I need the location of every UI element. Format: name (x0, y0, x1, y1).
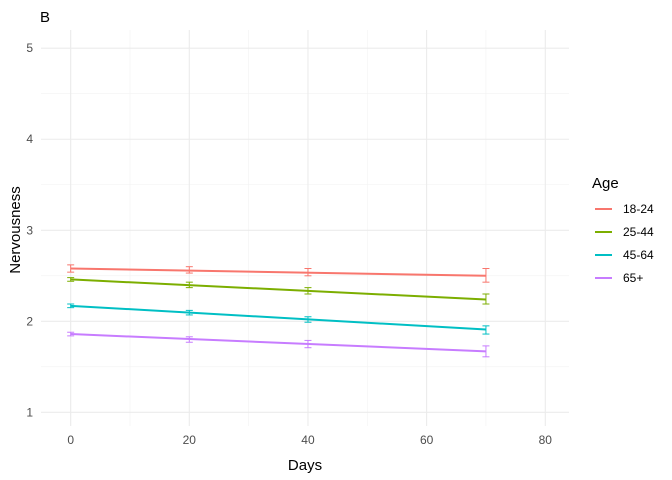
x-tick-label: 60 (420, 433, 434, 447)
error-bar (185, 336, 193, 343)
series-65+ (67, 331, 490, 358)
y-axis-title: Nervousness (7, 186, 24, 274)
x-tick-label: 0 (67, 433, 74, 447)
y-tick-label: 3 (26, 223, 33, 237)
x-axis-title: Days (288, 457, 322, 474)
error-bar (304, 339, 312, 349)
x-tick-label: 80 (539, 433, 553, 447)
y-tick-label: 1 (26, 405, 33, 419)
series-line (70, 267, 486, 277)
legend-title: Age (592, 175, 619, 192)
error-bar (304, 287, 312, 295)
y-tick-label: 5 (26, 41, 33, 55)
error-bar (185, 309, 193, 316)
series-45-64 (67, 303, 490, 335)
error-bar (185, 281, 193, 289)
error-bar (67, 264, 75, 273)
legend-item: 25-44 (595, 225, 654, 239)
legend-label: 45-64 (623, 248, 654, 262)
series-line (70, 304, 487, 331)
error-bar (304, 316, 312, 323)
series-line (70, 333, 486, 353)
x-axis-ticks: 0 20 40 60 80 (67, 433, 552, 447)
error-bar (67, 277, 75, 282)
legend-label: 65+ (623, 271, 643, 285)
legend: Age 18-24 25-44 45-64 65+ (592, 175, 654, 285)
legend-item: 45-64 (595, 248, 654, 262)
legend-label: 25-44 (623, 225, 654, 239)
error-bar (482, 268, 490, 283)
y-tick-label: 4 (26, 132, 33, 146)
legend-label: 18-24 (623, 202, 654, 216)
series-line (70, 278, 486, 301)
y-axis-ticks: 1 2 3 4 5 (26, 41, 33, 419)
plot-tag: B (40, 9, 50, 26)
legend-items: 18-24 25-44 45-64 65+ (595, 202, 654, 285)
error-bar (185, 266, 193, 274)
y-tick-label: 2 (26, 314, 33, 328)
x-tick-label: 20 (183, 433, 197, 447)
error-bar (67, 331, 75, 337)
x-tick-label: 40 (301, 433, 315, 447)
error-bar (482, 293, 490, 305)
series-18-24 (67, 264, 490, 283)
error-bar (482, 325, 490, 335)
error-bar (304, 268, 312, 277)
legend-item: 65+ (595, 271, 643, 285)
grid-minor (41, 30, 569, 426)
error-bar (482, 345, 490, 358)
legend-item: 18-24 (595, 202, 654, 216)
series-25-44 (67, 277, 490, 305)
error-bar (67, 303, 75, 309)
grid-major (41, 30, 569, 426)
series-layer (67, 264, 490, 358)
